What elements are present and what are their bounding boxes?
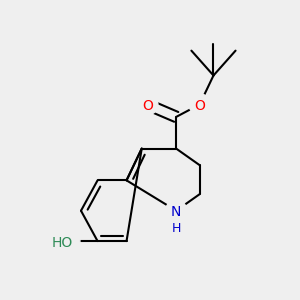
Text: O: O [194,99,205,113]
Circle shape [44,223,80,259]
Circle shape [136,94,158,115]
Circle shape [189,94,210,115]
Text: H: H [172,222,181,235]
Circle shape [166,200,187,221]
Text: HO: HO [51,236,73,250]
Text: N: N [171,205,181,219]
Text: O: O [142,99,153,113]
